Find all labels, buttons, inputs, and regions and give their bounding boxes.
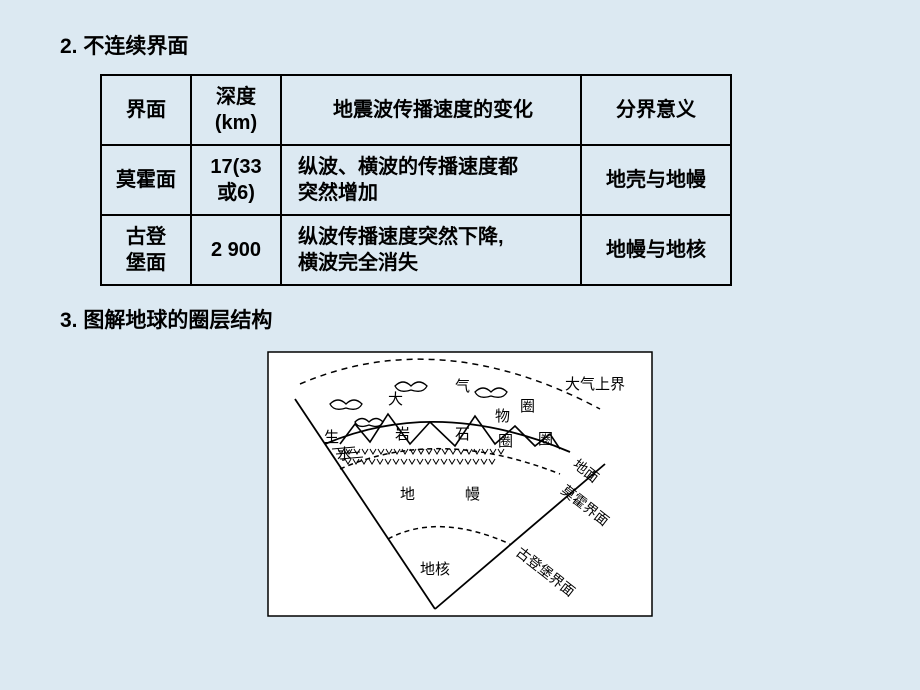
cell-gutenberg-depth: 2 900	[191, 215, 281, 285]
label-da: 大	[388, 391, 403, 408]
label-shi: 石	[455, 427, 470, 443]
cell-moho-depth: 17(33或6)	[191, 145, 281, 215]
table-row: 莫霍面 17(33或6) 纵波、横波的传播速度都突然增加 地壳与地幔	[101, 145, 731, 215]
earth-layers-diagram: 大 气 圈 生 水 岩 石 物 圈 圈 地 幔 地核 大气上界 地面 莫霍界面 …	[60, 344, 860, 629]
cell-gutenberg-name: 古登堡面	[101, 215, 191, 285]
label-mantle1: 地	[400, 486, 415, 503]
th-change: 地震波传播速度的变化	[281, 75, 581, 145]
table-row: 古登堡面 2 900 纵波传播速度突然下降,横波完全消失 地幔与地核	[101, 215, 731, 285]
section-3-heading: 3. 图解地球的圈层结构	[60, 304, 860, 334]
cell-moho-name: 莫霍面	[101, 145, 191, 215]
label-quan2: 圈	[498, 434, 513, 450]
cell-gutenberg-change: 纵波传播速度突然下降,横波完全消失	[281, 215, 581, 285]
label-wu: 物	[495, 408, 510, 425]
label-shui: 水	[337, 446, 352, 463]
th-depth: 深度(km)	[191, 75, 281, 145]
discontinuity-table: 界面 深度(km) 地震波传播速度的变化 分界意义 莫霍面 17(33或6) 纵…	[100, 74, 732, 286]
label-sheng: 生	[324, 429, 339, 446]
table-header-row: 界面 深度(km) 地震波传播速度的变化 分界意义	[101, 75, 731, 145]
section-2-heading: 2. 不连续界面	[60, 30, 860, 60]
label-mantle2: 幔	[465, 486, 480, 503]
cell-gutenberg-meaning: 地幔与地核	[581, 215, 731, 285]
label-core: 地核	[420, 561, 450, 578]
label-qi: 气	[455, 378, 470, 395]
label-atm-top: 大气上界	[565, 376, 625, 393]
label-quan1: 圈	[520, 399, 535, 415]
cell-moho-meaning: 地壳与地幔	[581, 145, 731, 215]
th-meaning: 分界意义	[581, 75, 731, 145]
th-interface: 界面	[101, 75, 191, 145]
label-yan: 岩	[395, 426, 410, 443]
cell-moho-change: 纵波、横波的传播速度都突然增加	[281, 145, 581, 215]
label-quan3: 圈	[538, 432, 553, 448]
